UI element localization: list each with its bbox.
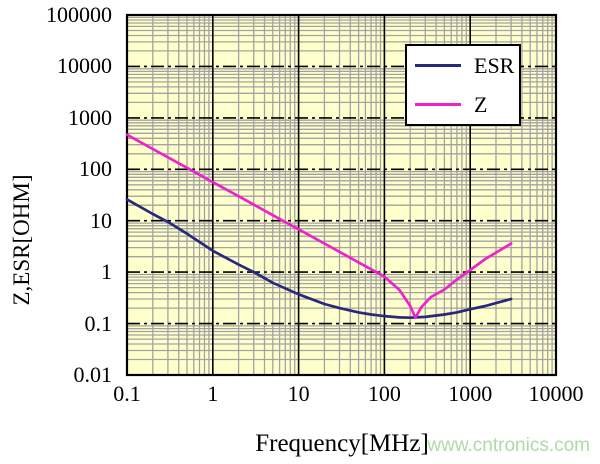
y-tick-label: 100000: [46, 2, 112, 27]
legend-entry-esr: ESR: [407, 53, 519, 79]
x-tick-label: 100: [367, 381, 401, 406]
x-tick-label: 1: [207, 381, 219, 406]
y-tick-label: 10000: [57, 53, 112, 79]
series-line-esr: [125, 198, 513, 320]
legend-label-z: Z: [474, 91, 488, 117]
legend-label-esr: ESR: [474, 52, 515, 78]
y-tick-label: 1000: [68, 104, 112, 130]
y-tick-label: 10: [90, 207, 112, 233]
x-tick-label: 10000: [528, 381, 584, 406]
x-tick-label: 10: [287, 381, 310, 406]
x-axis-title: Frequency[MHz]: [255, 430, 429, 457]
y-axis-title: Z,ESR[OHM]: [9, 174, 34, 306]
z-line-swatch: [415, 103, 461, 106]
esr-line-swatch: [415, 64, 461, 67]
y-tick-label: 0.01: [73, 362, 113, 387]
watermark-text: www.cntronics.com: [427, 435, 590, 456]
plot-frame: [125, 13, 558, 377]
x-tick-label: 0.1: [113, 381, 141, 406]
y-tick-label: 0.1: [84, 310, 113, 336]
series-line-z: [125, 133, 513, 320]
legend-entry-z: Z: [407, 92, 519, 118]
y-tick-label: 100: [79, 156, 112, 182]
y-tick-label: 1: [101, 259, 112, 285]
x-tick-label: 1000: [448, 381, 493, 406]
legend: ESR Z: [405, 44, 521, 126]
